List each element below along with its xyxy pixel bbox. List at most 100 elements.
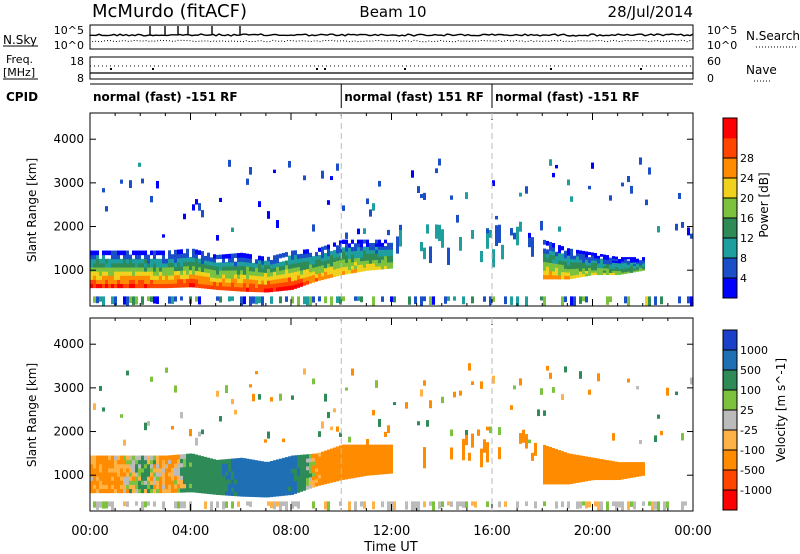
velocity-cell [582,464,585,468]
power-cell [297,270,300,276]
power-cell [129,267,132,272]
colorbar-swatch [723,198,737,219]
power-cell [549,241,552,247]
velocity-cell [552,455,555,461]
power-cell [312,259,315,265]
velocity-cell [210,501,213,511]
velocity-cell [177,475,180,481]
power-cell [294,262,297,268]
power-cell [453,296,456,301]
power-cell [645,199,648,206]
velocity-cell [606,470,609,474]
power-cell [90,271,93,276]
power-cell [309,279,312,284]
velocity-cell [288,456,291,462]
power-cell [309,252,312,258]
velocity-cell [276,471,279,477]
velocity-cell [192,483,195,489]
velocity-cell [303,466,306,471]
colorbar-swatch [723,350,737,371]
power-cell [627,267,630,270]
velocity-cell [474,501,477,508]
velocity-cell [231,474,234,480]
velocity-cell [213,490,216,495]
power-cell [96,279,99,285]
power-cell [114,250,117,256]
velocity-cell [147,488,150,494]
power-cell [609,259,612,263]
velocity-cell [162,472,165,477]
power-cell [618,262,621,266]
velocity-cell [375,471,378,475]
velocity-cell [600,472,603,476]
power-cell [597,265,600,269]
velocity-cell [312,453,315,458]
power-cell [279,286,282,292]
power-cell [201,271,204,277]
colorbar-swatch [723,490,737,511]
velocity-cell [138,480,141,485]
power-cell [543,274,546,280]
velocity-cell [315,460,318,465]
power-cell [258,259,261,265]
velocity-cell [147,501,150,506]
velocity-cell [555,468,558,473]
velocity-cell [294,467,297,473]
power-cell [570,258,573,263]
velocity-cell [471,433,474,448]
power-cell [258,263,261,269]
velocity-cell [267,489,270,494]
velocity-cell [171,467,174,473]
velocity-cell [147,467,150,473]
velocity-cell [171,488,174,493]
power-cell [219,197,222,203]
power-cell [180,274,183,280]
velocity-cell [615,471,618,475]
velocity-cell [573,463,576,468]
nave-dropout [316,68,318,70]
power-cell [354,261,357,266]
velocity-cell [273,460,276,465]
velocity-cell [486,426,489,431]
velocity-cell [597,501,600,511]
velocity-cell [366,468,369,473]
power-cell [138,283,141,289]
power-cell [111,258,114,264]
power-cell [300,257,303,263]
velocity-cell [549,455,552,460]
velocity-cell [636,471,639,474]
velocity-cell [567,480,570,485]
velocity-cell [615,461,618,465]
velocity-cell [600,463,603,467]
power-cell [162,283,165,289]
power-cell [225,286,228,291]
power-cell [147,258,150,264]
velocity-cell [579,458,582,462]
velocity-cell [561,480,564,485]
velocity-cell [291,477,294,482]
power-cell [216,254,219,260]
velocity-cell [348,474,351,479]
power-cell [369,246,372,251]
velocity-cell [126,455,129,461]
power-cell [642,265,645,268]
power-cell [564,271,567,276]
power-cell [345,247,348,252]
power-cell [624,266,627,269]
velocity-cell [375,451,378,456]
power-cell [102,267,105,272]
power-cell [246,278,249,284]
power-cell [597,269,600,273]
velocity-cell [288,481,291,487]
y-tick-label: 3000 [53,176,84,190]
velocity-cell [231,491,234,496]
velocity-cell [285,501,288,511]
power-cell [336,260,339,265]
velocity-cell [114,455,117,461]
power-cell [621,260,624,264]
velocity-cell [159,455,162,461]
power-cell [342,270,345,275]
power-cell [213,269,216,275]
velocity-cell [189,487,192,493]
velocity-cell [420,389,423,397]
